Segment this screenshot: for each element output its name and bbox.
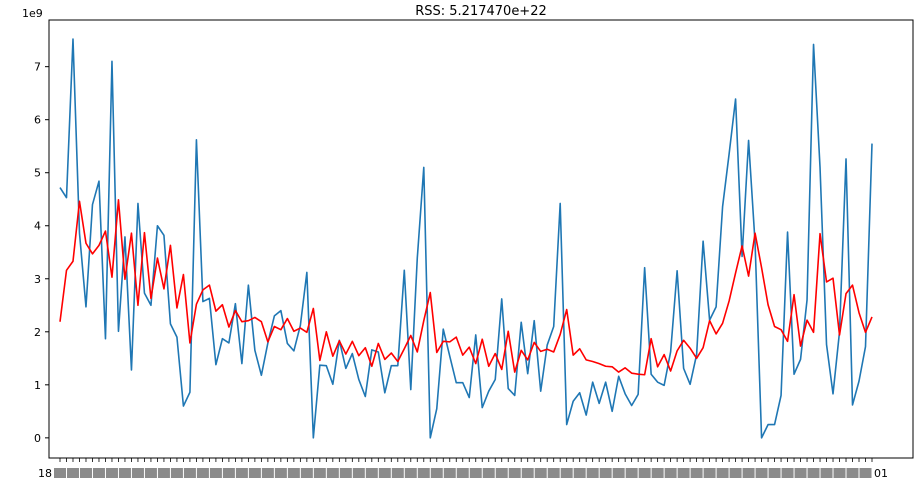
- x-tick-label-block: [236, 468, 248, 478]
- y-offset-label: 1e9: [22, 7, 43, 20]
- x-tick-label-block: [132, 468, 144, 478]
- x-tick-label-block: [392, 468, 404, 478]
- x-tick-label-block: [288, 468, 300, 478]
- x-tick-label-block: [431, 468, 443, 478]
- x-tick-label-block: [67, 468, 79, 478]
- x-tick-label-block: [860, 468, 872, 478]
- x-tick-label-block: [171, 468, 183, 478]
- x-tick-label-block: [847, 468, 859, 478]
- x-tick-label-block: [678, 468, 690, 478]
- x-tick-label-block: [574, 468, 586, 478]
- x-tick-label-block: [223, 468, 235, 478]
- x-tick-label-block: [210, 468, 222, 478]
- x-tick-label-block: [665, 468, 677, 478]
- x-tick-label-last: 01: [874, 467, 888, 480]
- y-tick-label: 2: [34, 326, 41, 339]
- x-tick-label-block: [145, 468, 157, 478]
- x-tick-label-block: [704, 468, 716, 478]
- x-tick-label-block: [119, 468, 131, 478]
- x-tick-label-block: [158, 468, 170, 478]
- x-tick-label-block: [691, 468, 703, 478]
- x-tick-label-block: [613, 468, 625, 478]
- y-tick-label: 6: [34, 114, 41, 127]
- x-tick-label-block: [340, 468, 352, 478]
- x-tick-label-block: [561, 468, 573, 478]
- chart-title: RSS: 5.217470e+22: [415, 4, 547, 19]
- x-tick-label-block: [522, 468, 534, 478]
- x-tick-label-block: [587, 468, 599, 478]
- y-tick-label: 4: [34, 220, 41, 233]
- x-tick-label-block: [509, 468, 521, 478]
- x-tick-label-block: [80, 468, 92, 478]
- x-tick-label-block: [821, 468, 833, 478]
- y-tick-label: 0: [34, 432, 41, 445]
- x-tick-label-block: [548, 468, 560, 478]
- y-tick-label: 1: [34, 379, 41, 392]
- y-tick-label: 7: [34, 61, 41, 74]
- x-tick-label-block: [483, 468, 495, 478]
- x-tick-label-block: [106, 468, 118, 478]
- x-tick-label-block: [444, 468, 456, 478]
- x-tick-label-block: [353, 468, 365, 478]
- x-tick-label-block: [470, 468, 482, 478]
- x-tick-label-block: [496, 468, 508, 478]
- x-tick-label-block: [327, 468, 339, 478]
- x-tick-label-block: [600, 468, 612, 478]
- x-tick-label-block: [366, 468, 378, 478]
- x-tick-label-block: [262, 468, 274, 478]
- x-tick-label-block: [314, 468, 326, 478]
- x-tick-label-block: [197, 468, 209, 478]
- x-tick-label-block: [626, 468, 638, 478]
- x-tick-label-block: [535, 468, 547, 478]
- x-tick-label-first: 18: [38, 467, 52, 480]
- x-tick-label-block: [782, 468, 794, 478]
- x-tick-label-block: [54, 468, 66, 478]
- x-tick-label-block: [795, 468, 807, 478]
- x-tick-label-block: [808, 468, 820, 478]
- x-tick-label-block: [769, 468, 781, 478]
- x-tick-label-block: [184, 468, 196, 478]
- x-tick-label-block: [756, 468, 768, 478]
- x-tick-label-block: [639, 468, 651, 478]
- x-tick-label-block: [457, 468, 469, 478]
- x-tick-label-block: [652, 468, 664, 478]
- x-tick-label-block: [730, 468, 742, 478]
- x-tick-label-block: [379, 468, 391, 478]
- x-tick-label-block: [717, 468, 729, 478]
- x-tick-label-block: [301, 468, 313, 478]
- x-tick-label-block: [834, 468, 846, 478]
- x-tick-label-block: [743, 468, 755, 478]
- x-tick-label-block: [249, 468, 261, 478]
- x-tick-label-block: [93, 468, 105, 478]
- x-tick-label-block: [418, 468, 430, 478]
- x-tick-label-block: [275, 468, 287, 478]
- x-tick-label-block: [405, 468, 417, 478]
- y-tick-label: 3: [34, 273, 41, 286]
- y-tick-label: 5: [34, 167, 41, 180]
